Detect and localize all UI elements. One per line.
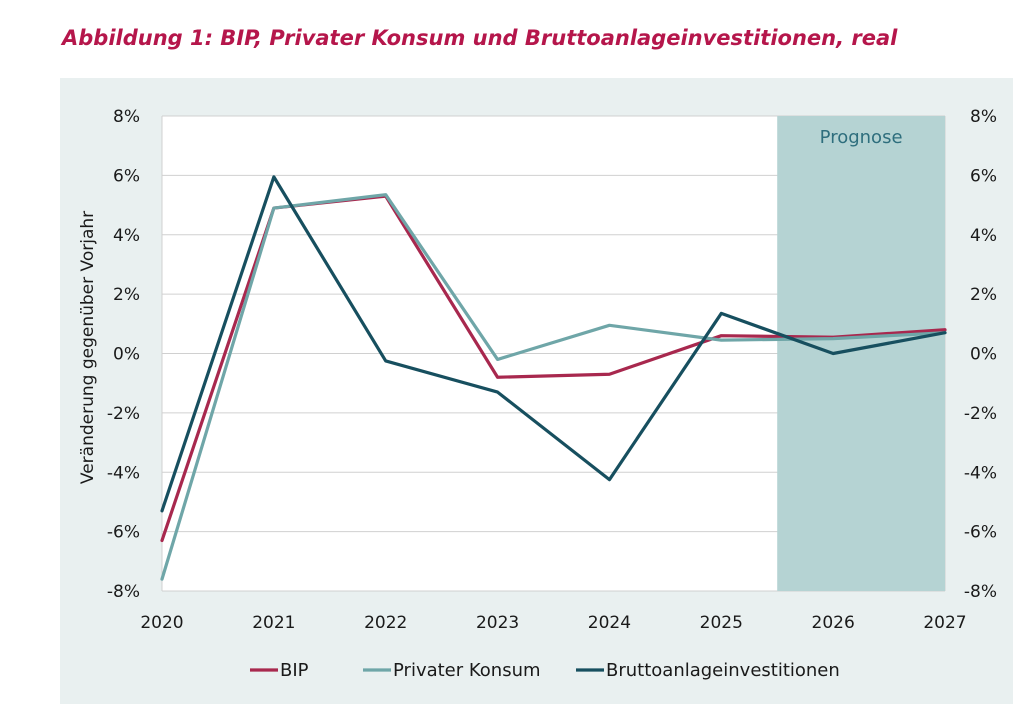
figure-title: Abbildung 1: BIP, Privater Konsum und Br… (62, 26, 898, 50)
y-tick-label-right: 6% (970, 166, 997, 186)
x-tick-label: 2024 (588, 613, 631, 633)
y-tick-label-right: 2% (970, 285, 997, 305)
legend: BIP Privater Konsum Bruttoanlageinvestitio… (250, 660, 840, 681)
x-tick-labels: 2020 2021 2022 2023 2024 2025 2026 2027 (140, 613, 966, 633)
legend-label-privater-konsum: Privater Konsum (393, 660, 541, 681)
y-tick-label-left: -8% (107, 582, 140, 602)
y-tick-labels-right: -8% -6% -4% -2% 0% 2% 4% 6% 8% (964, 107, 997, 602)
y-tick-label-right: -4% (964, 463, 997, 483)
x-tick-label: 2023 (476, 613, 519, 633)
y-tick-label-left: 8% (113, 107, 140, 127)
y-tick-labels-left: -8% -6% -4% -2% 0% 2% 4% 6% 8% (107, 107, 140, 602)
y-tick-label-left: 0% (113, 345, 140, 365)
x-tick-label: 2020 (140, 613, 183, 633)
series-lines (160, 175, 947, 581)
y-tick-label-left: -4% (107, 463, 140, 483)
y-axis-label: Veränderung gegenüber Vorjahr (78, 211, 98, 484)
x-tick-label: 2022 (364, 613, 407, 633)
forecast-region (777, 116, 945, 591)
x-tick-label: 2021 (252, 613, 295, 633)
legend-label-bruttoanlageinvestitionen: Bruttoanlageinvestitionen (606, 660, 840, 681)
x-tick-label: 2025 (700, 613, 743, 633)
y-tick-label-left: 2% (113, 285, 140, 305)
series-line-bruttoanlageinvestitionen (160, 175, 947, 513)
y-tick-label-right: -6% (964, 523, 997, 543)
legend-label-bip: BIP (280, 660, 309, 681)
x-tick-label: 2026 (812, 613, 855, 633)
y-tick-label-left: -6% (107, 523, 140, 543)
y-tick-label-right: 0% (970, 345, 997, 365)
y-tick-label-left: -2% (107, 404, 140, 424)
forecast-label: Prognose (820, 127, 903, 148)
y-tick-label-right: -2% (964, 404, 997, 424)
y-tick-label-right: -8% (964, 582, 997, 602)
y-tick-label-right: 4% (970, 226, 997, 246)
y-tick-label-left: 6% (113, 166, 140, 186)
y-tick-label-left: 4% (113, 226, 140, 246)
y-tick-label-right: 8% (970, 107, 997, 127)
x-tick-label: 2027 (923, 613, 966, 633)
